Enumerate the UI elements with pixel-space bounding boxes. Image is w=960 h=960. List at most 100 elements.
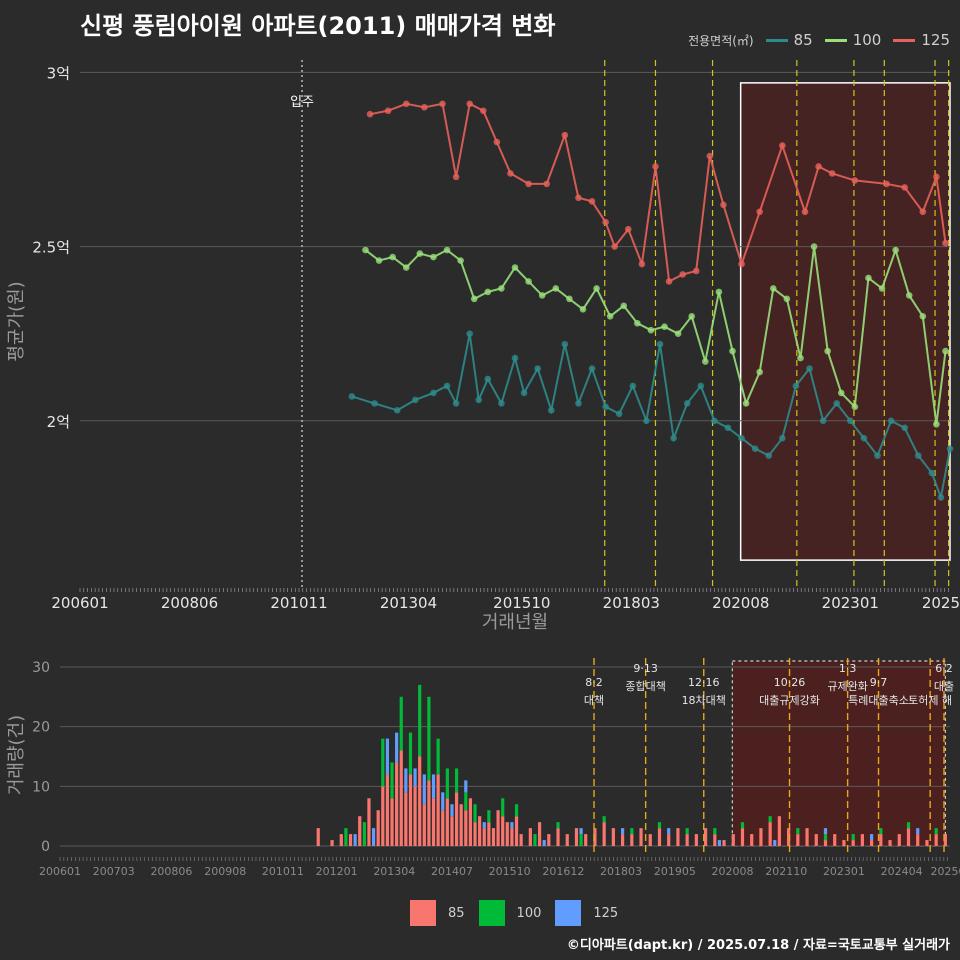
price-point-100 — [362, 246, 369, 254]
legend-bottom-swatch-100 — [478, 900, 505, 926]
price-point-85 — [779, 434, 786, 442]
legend-top-swatch-100 — [824, 38, 847, 42]
volume-bar-85 — [934, 834, 938, 847]
volume-bar-125 — [579, 828, 583, 835]
price-point-85 — [914, 452, 922, 459]
price-point-125 — [525, 180, 532, 188]
legend-top: 전용면적(㎡) 85 100 125 — [688, 31, 950, 49]
volume-xtick-label: 201407 — [431, 865, 473, 878]
volume-bar-85 — [395, 762, 399, 847]
price-point-125 — [919, 208, 927, 216]
volume-bar-85 — [777, 816, 781, 847]
volume-bar-85 — [916, 834, 920, 847]
price-xaxis-label: 거래년월 — [482, 612, 548, 633]
price-point-125 — [466, 100, 473, 108]
volume-bar-85 — [376, 810, 380, 847]
price-xtick-label: 202301 — [822, 594, 879, 612]
volume-bar-85 — [348, 834, 353, 847]
price-point-85 — [724, 424, 732, 432]
price-point-100 — [375, 257, 383, 264]
volume-xtick-label: 202301 — [823, 865, 865, 878]
volume-bar-100 — [501, 798, 505, 817]
legend-bottom-item-85: 85 — [410, 900, 465, 926]
volume-bar-85 — [427, 780, 431, 847]
volume-bar-85 — [339, 834, 343, 847]
price-point-85 — [751, 445, 759, 452]
price-point-100 — [688, 312, 696, 320]
volume-policy-text: 토허제 해 — [908, 693, 952, 707]
volume-policy-date: 9·13 — [633, 662, 658, 675]
volume-bar-85 — [482, 828, 486, 847]
price-point-85 — [484, 375, 492, 383]
volume-bar-85 — [459, 804, 463, 847]
price-point-125 — [561, 131, 569, 139]
price-point-100 — [470, 295, 478, 303]
volume-bar-125 — [450, 804, 454, 817]
volume-bar-85 — [731, 834, 735, 847]
volume-xtick-label: 200806 — [150, 865, 192, 878]
price-point-125 — [679, 271, 686, 278]
volume-bar-125 — [482, 822, 486, 829]
volume-bar-85 — [454, 792, 459, 847]
volume-bar-125 — [395, 732, 399, 763]
price-xtick-label: 201510 — [493, 594, 550, 612]
volume-bar-125 — [870, 834, 874, 841]
volume-bar-85 — [611, 828, 615, 847]
volume-bar-85 — [556, 828, 560, 847]
price-point-125 — [602, 218, 609, 226]
price-point-125 — [665, 278, 673, 285]
volume-bar-100 — [464, 792, 468, 811]
price-point-85 — [833, 400, 841, 407]
volume-bar-100 — [408, 732, 413, 775]
volume-bar-125 — [422, 774, 426, 805]
price-point-85 — [806, 365, 813, 372]
price-point-85 — [683, 400, 691, 407]
volume-bar-85 — [703, 828, 708, 847]
price-point-100 — [538, 292, 546, 299]
volume-policy-date: 8·2 — [585, 676, 603, 689]
price-point-125 — [402, 100, 410, 108]
volume-bar-85 — [399, 750, 403, 847]
volume-xtick-label: 202110 — [765, 865, 807, 878]
price-point-85 — [656, 340, 664, 348]
volume-bar-85 — [478, 816, 482, 847]
volume-bar-85 — [584, 834, 588, 847]
price-series-line-100 — [364, 246, 947, 425]
volume-bar-85 — [468, 798, 473, 847]
legend-top-item-100: 100 — [824, 31, 881, 49]
volume-bar-85 — [330, 840, 334, 847]
volume-bar-100 — [556, 822, 560, 829]
price-point-100 — [593, 285, 600, 292]
volume-policy-date: 6·2 — [935, 662, 953, 675]
volume-bar-85 — [413, 786, 417, 847]
volume-bar-100 — [454, 768, 459, 793]
price-point-85 — [697, 382, 705, 390]
price-point-125 — [901, 184, 908, 191]
volume-xtick-label: 201011 — [262, 865, 304, 878]
volume-bar-100 — [851, 834, 855, 841]
price-point-100 — [416, 250, 424, 257]
price-point-85 — [643, 417, 650, 425]
price-point-125 — [828, 170, 836, 177]
price-point-85 — [874, 452, 881, 459]
volume-ytick-label: 30 — [32, 660, 50, 676]
price-xtick-label: 200806 — [161, 594, 218, 612]
volume-bar-85 — [574, 828, 579, 847]
volume-bar-85 — [943, 834, 947, 847]
caption: ©디아파트(dapt.kr) / 2025.07.18 / 자료=국토교통부 실… — [566, 938, 950, 953]
price-point-85 — [475, 396, 483, 404]
volume-bar-100 — [602, 816, 606, 823]
volume-bar-85 — [814, 834, 818, 847]
volume-bar-85 — [537, 822, 542, 847]
price-point-85 — [443, 382, 451, 390]
price-point-125 — [493, 138, 501, 146]
volume-policy-text: 규제완화 — [827, 680, 867, 693]
price-point-100 — [606, 312, 614, 320]
price-point-100 — [715, 288, 723, 296]
volume-bar-85 — [445, 798, 449, 847]
volume-xtick-label: 200703 — [93, 865, 135, 878]
volume-policy-date: 1·3 — [839, 662, 857, 675]
price-shaded-region — [739, 82, 951, 561]
price-point-100 — [647, 326, 655, 334]
